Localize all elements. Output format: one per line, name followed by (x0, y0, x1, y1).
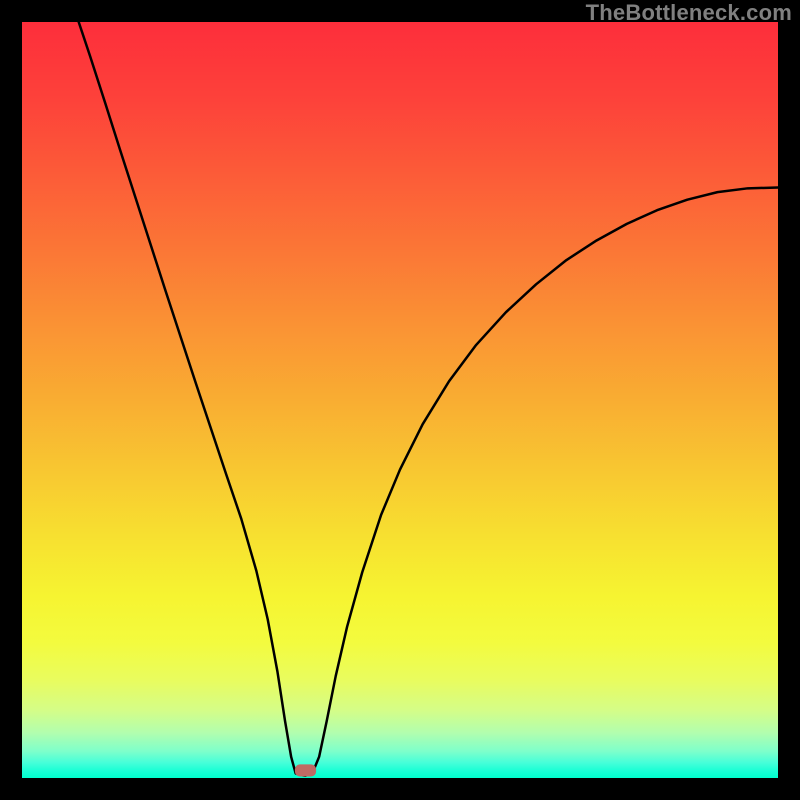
chart-background-gradient (22, 22, 778, 778)
chart-container: TheBottleneck.com (0, 0, 800, 800)
watermark-text: TheBottleneck.com (586, 0, 792, 26)
bottleneck-chart (0, 0, 800, 800)
optimal-point-marker (295, 764, 316, 776)
